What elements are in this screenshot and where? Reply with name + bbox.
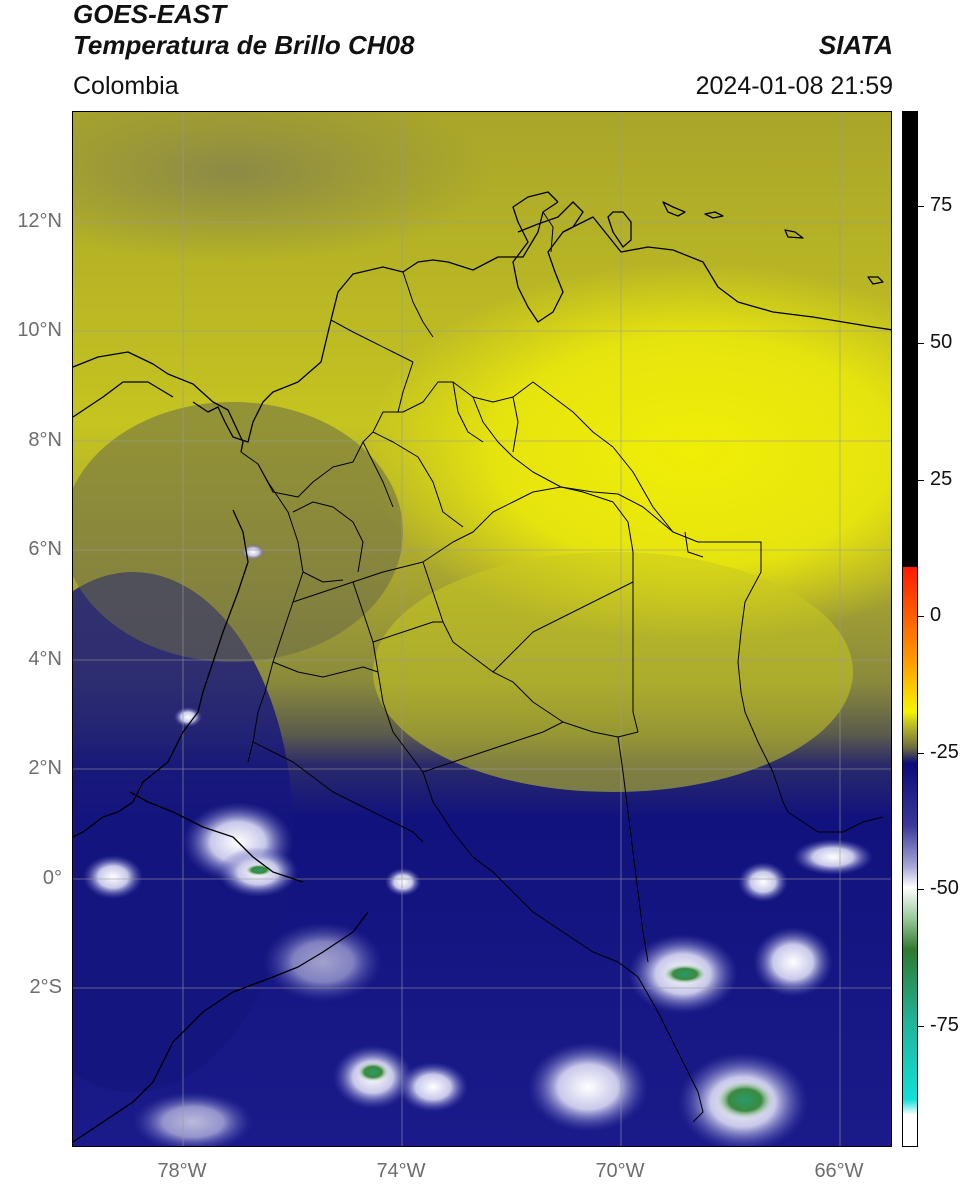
cold-core — [715, 1080, 775, 1120]
warm-patch-south — [373, 552, 853, 792]
colorbar-tick-label: 0 — [930, 604, 942, 626]
region-label: Colombia — [73, 72, 179, 100]
pacific-mid-area — [73, 402, 403, 662]
lat-tick-label: 4°N — [28, 648, 62, 670]
cloud-cluster — [738, 862, 788, 902]
brand-label: SIATA — [818, 30, 893, 60]
satellite-map[interactable] — [72, 111, 892, 1147]
colorbar-tick-label: 75 — [930, 194, 953, 216]
lat-tick-label: 12°N — [17, 210, 62, 232]
map-canvas — [73, 112, 891, 1146]
cloud-cluster — [793, 839, 873, 875]
colorbar-tick-mark — [918, 753, 924, 754]
lat-tick-label: 2°S — [29, 976, 62, 998]
title-product: Temperatura de Brillo CH08 — [73, 30, 415, 60]
cloud-cluster — [528, 1042, 648, 1132]
warm-patch — [363, 262, 891, 642]
lon-tick-label: 78°W — [157, 1160, 207, 1182]
lat-tick-label: 2°N — [28, 757, 62, 779]
cold-core — [663, 964, 707, 984]
coastline — [73, 191, 891, 1143]
lat-tick-label: 8°N — [28, 429, 62, 451]
lat-tick-label: 6°N — [28, 538, 62, 560]
cloud-cluster — [241, 544, 265, 560]
lon-tick-label: 70°W — [595, 1160, 645, 1182]
cloud-cluster — [398, 1062, 468, 1112]
colorbar-tick-mark — [918, 889, 924, 890]
cool-patch — [73, 112, 493, 262]
admin-boundaries — [240, 211, 884, 1123]
colorbar-tick-mark — [918, 1026, 924, 1027]
title-satellite: GOES-EAST — [73, 0, 227, 29]
colorbar-tick-label: -50 — [930, 877, 959, 899]
cloud-cluster — [133, 1092, 253, 1146]
cloud-cluster — [753, 927, 833, 997]
colorbar-tick-mark — [918, 480, 924, 481]
lat-tick-label: 0° — [42, 867, 62, 889]
lon-tick-label: 74°W — [376, 1160, 426, 1182]
datetime-label: 2024-01-08 21:59 — [695, 72, 893, 100]
cloud-cluster — [83, 855, 143, 899]
cold-core — [245, 864, 273, 876]
cloud-cluster — [263, 922, 383, 1002]
cloud-cluster — [385, 868, 421, 896]
lon-tick-label: 66°W — [814, 1160, 864, 1182]
colorbar-tick-mark — [918, 616, 924, 617]
graticule — [73, 112, 891, 1146]
colorbar-tick-label: 50 — [930, 331, 953, 353]
colorbar-tick-label: -25 — [930, 741, 959, 763]
colorbar-tick-mark — [918, 206, 924, 207]
colorbar-tick-mark — [918, 343, 924, 344]
cold-core — [357, 1062, 389, 1082]
colorbar-tick-label: 25 — [930, 468, 953, 490]
colorbar — [902, 111, 918, 1147]
colorbar-tick-label: -75 — [930, 1014, 959, 1036]
cloud-cluster — [174, 707, 202, 727]
lat-tick-label: 10°N — [17, 319, 62, 341]
